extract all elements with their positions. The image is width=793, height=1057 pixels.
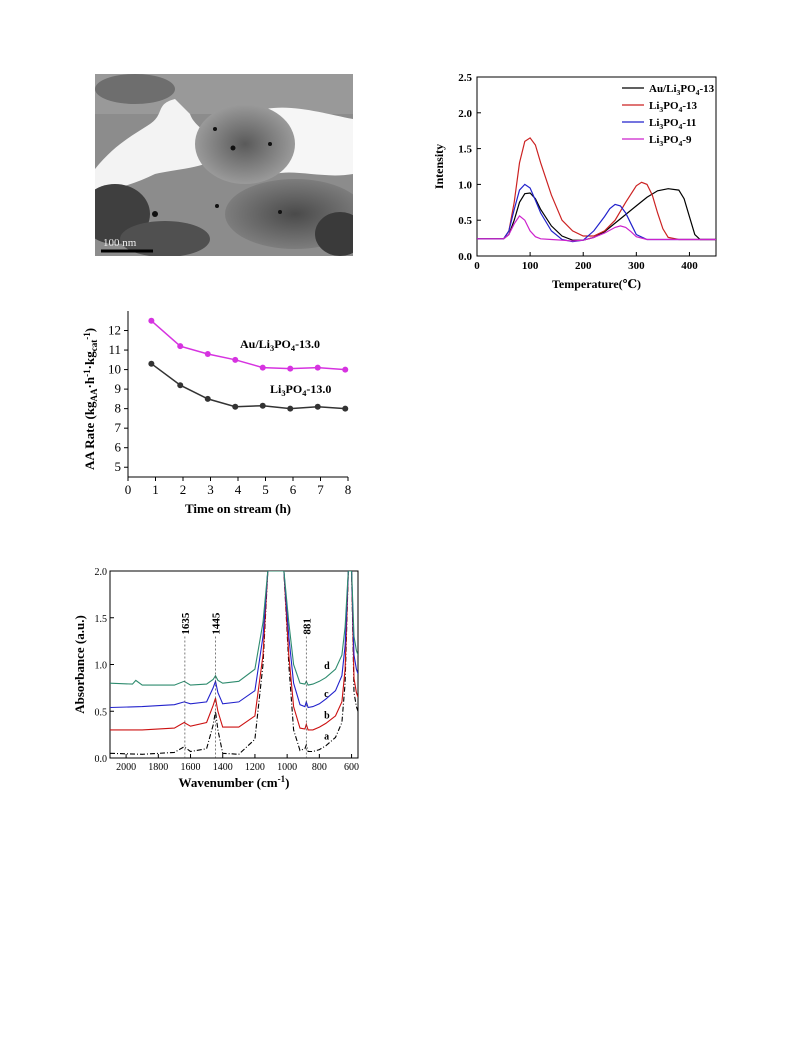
ftir-series-line	[110, 571, 358, 709]
rate-x-tick-label: 8	[345, 482, 352, 497]
aa-rate-chart: 0 1 2 3 4 5 6 7 8 5 6 7 8 9 10 11 12 Time on stream (h) AA…	[80, 306, 360, 520]
tpd-chart: 0 100 200 300 400 0.0 0.5 1.0 1.5 2.0 2.5 Temperatu…	[430, 70, 735, 300]
scale-bar-label: 100 nm	[103, 237, 137, 249]
ftir-x-tick-label: 600	[344, 762, 359, 773]
tem-image: 100 nm	[80, 74, 365, 257]
ftir-y-tick-label: 2.0	[95, 567, 108, 578]
ftir-series-line	[110, 571, 358, 731]
rate-y-tick-label: 5	[115, 459, 122, 474]
tpd-plot-frame	[476, 76, 717, 257]
ftir-x-tick-label: 1400	[213, 762, 233, 773]
rate-series-line	[150, 363, 346, 410]
ftir-chart: 2000 1800 1600 1400 1200 1000 800 600 0.0 0.5 1.0 1…	[72, 562, 362, 794]
tpd-y-tick-label: 2.5	[458, 72, 472, 84]
tpd-y-tick-label: 1.5	[458, 144, 472, 156]
ftir-x-tick-label: 1800	[148, 762, 168, 773]
rate-x-tick-label: 7	[317, 482, 324, 497]
rate-data-point	[342, 405, 349, 412]
tpd-x-tick-label: 200	[575, 260, 592, 272]
tpd-y-axis-label: Intensity	[432, 144, 446, 189]
ftir-y-tick-label: 1.5	[95, 614, 108, 625]
rate-data-point	[148, 360, 155, 367]
ftir-x-tick-label: 800	[312, 762, 327, 773]
tpd-chart-svg: 0 100 200 300 400 0.0 0.5 1.0 1.5 2.0 2.5 Temperatu…	[432, 72, 717, 291]
tpd-legend-label: Au/Li3PO4-13	[649, 83, 715, 97]
rate-y-tick-label: 7	[115, 420, 122, 435]
rate-x-axis-label: Time on stream (h)	[185, 501, 291, 516]
ftir-curve-label: d	[324, 661, 330, 672]
ftir-y-tick-label: 0.0	[95, 754, 108, 765]
rate-data-point	[177, 382, 184, 389]
ftir-peak-label: 881	[301, 618, 313, 635]
tpd-x-tick-label: 300	[628, 260, 645, 272]
ftir-curve-label: b	[324, 711, 330, 722]
tpd-series-line	[477, 215, 716, 242]
ftir-series-line	[110, 571, 358, 686]
ftir-chart-svg: 2000 1800 1600 1400 1200 1000 800 600 0.0 0.5 1.0 1…	[72, 567, 359, 790]
ftir-x-tick-label: 2000	[116, 762, 136, 773]
rate-x-tick-label: 0	[125, 482, 132, 497]
rate-data-point	[148, 317, 155, 324]
ftir-peak-label: 1635	[180, 612, 192, 635]
rate-data-point	[314, 364, 321, 371]
tpd-x-tick-label: 400	[681, 260, 698, 272]
rate-x-tick-label: 1	[152, 482, 159, 497]
ftir-curve-label: a	[324, 731, 329, 742]
rate-x-tick-label: 6	[290, 482, 297, 497]
rate-x-tick-label: 5	[262, 482, 269, 497]
tpd-y-tick-label: 2.0	[458, 108, 472, 120]
rate-x-tick-label: 4	[235, 482, 242, 497]
rate-data-point	[342, 366, 349, 373]
ftir-curve-label: c	[324, 689, 329, 700]
rate-y-tick-label: 11	[108, 342, 121, 357]
rate-data-point	[287, 365, 294, 372]
rate-data-point	[204, 395, 211, 402]
rate-data-point	[232, 403, 239, 410]
tpd-legend-label: Li3PO4-13	[649, 100, 698, 114]
rate-y-tick-label: 6	[115, 440, 122, 455]
rate-data-point	[259, 364, 266, 371]
tpd-y-tick-label: 0.5	[458, 215, 472, 227]
ftir-x-tick-label: 1000	[277, 762, 297, 773]
rate-data-point	[287, 405, 294, 412]
tpd-legend-label: Li3PO4-9	[649, 134, 692, 148]
ftir-peak-label: 1445	[210, 612, 222, 635]
tpd-y-tick-label: 1.0	[458, 179, 472, 191]
tpd-x-tick-label: 0	[474, 260, 480, 272]
ftir-x-axis-label: Wavenumber (cm-1)	[179, 774, 290, 790]
rate-data-point	[232, 356, 239, 363]
ftir-series-group	[110, 571, 358, 755]
tem-bright-region	[95, 99, 225, 194]
tpd-y-tick-label: 0.0	[458, 251, 472, 263]
rate-data-point	[204, 350, 211, 357]
rate-annotation-li: Li3PO4-13.0	[270, 382, 331, 398]
ftir-x-tick-label: 1600	[181, 762, 201, 773]
rate-annotation-au: Au/Li3PO4-13.0	[240, 337, 320, 353]
tem-micrograph: 100 nm	[80, 74, 365, 257]
rate-y-tick-label: 10	[108, 362, 121, 377]
rate-x-tick-label: 2	[180, 482, 187, 497]
ftir-y-tick-label: 1.0	[95, 661, 108, 672]
rate-data-point	[314, 403, 321, 410]
rate-y-axis-label: AA Rate (kgAA·h-1·kgcat-1)	[82, 328, 99, 470]
rate-y-tick-label: 8	[115, 401, 122, 416]
rate-data-point	[259, 402, 266, 409]
tpd-legend-label: Li3PO4-11	[649, 117, 696, 131]
rate-x-tick-label: 3	[207, 482, 214, 497]
rate-data-point	[177, 343, 184, 350]
tpd-x-tick-label: 100	[522, 260, 539, 272]
ftir-y-axis-label: Absorbance (a.u.)	[72, 615, 87, 714]
rate-y-tick-label: 9	[115, 381, 122, 396]
ftir-y-tick-label: 0.5	[95, 707, 108, 718]
rate-y-tick-label: 12	[108, 323, 121, 338]
rate-series-line	[150, 320, 346, 371]
tpd-x-axis-label: Temperature(℃)	[552, 277, 641, 291]
ftir-x-tick-label: 1200	[245, 762, 265, 773]
